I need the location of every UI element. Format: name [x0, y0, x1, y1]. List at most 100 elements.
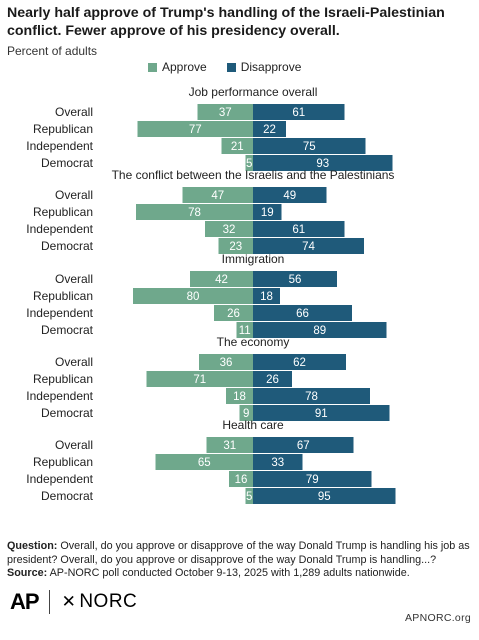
bar-disapprove [253, 471, 372, 487]
group-title: The economy [217, 335, 290, 349]
legend-label-approve: Approve [162, 60, 207, 74]
row-label: Independent [26, 306, 93, 320]
bar-approve [245, 155, 253, 171]
bar-disapprove [253, 121, 286, 137]
value-label-disapprove: 89 [313, 325, 326, 337]
value-label-disapprove: 67 [297, 440, 310, 452]
norc-logo: ✕ NORC [62, 591, 138, 613]
value-label-disapprove: 75 [303, 141, 316, 153]
row-label: Democrat [41, 406, 94, 420]
bar-approve [199, 354, 253, 370]
value-label-approve: 80 [187, 291, 200, 303]
value-label-approve: 77 [189, 124, 202, 136]
row-label: Independent [26, 472, 93, 486]
value-label-disapprove: 66 [296, 308, 309, 320]
bar-approve [137, 121, 253, 137]
bar-approve [146, 371, 253, 387]
row-label: Overall [55, 188, 93, 202]
row-label: Independent [26, 389, 93, 403]
site-url: APNORC.org [404, 612, 471, 624]
question-label: Question: [7, 540, 58, 552]
value-label-disapprove: 61 [292, 224, 305, 236]
row-label: Republican [33, 455, 93, 469]
bar-disapprove [253, 454, 303, 470]
bar-approve [245, 488, 253, 504]
legend: Approve Disapprove [148, 60, 321, 74]
value-label-disapprove: 91 [315, 408, 328, 420]
bar-approve [229, 471, 253, 487]
value-label-disapprove: 22 [263, 124, 276, 136]
value-label-approve: 5 [246, 158, 252, 170]
value-label-approve: 37 [219, 107, 232, 119]
row-label: Democrat [41, 489, 94, 503]
bar-disapprove [253, 204, 282, 220]
bar-disapprove [253, 238, 364, 254]
bar-approve [136, 204, 253, 220]
row-label: Democrat [41, 239, 94, 253]
value-label-disapprove: 18 [260, 291, 273, 303]
bar-disapprove [253, 271, 337, 287]
ap-logo: AP [10, 589, 40, 614]
bar-disapprove [253, 221, 345, 237]
value-label-approve: 36 [220, 357, 233, 369]
row-label: Independent [26, 139, 93, 153]
value-label-disapprove: 62 [293, 357, 306, 369]
value-label-approve: 32 [223, 224, 236, 236]
value-label-disapprove: 61 [292, 107, 305, 119]
row-label: Democrat [41, 323, 94, 337]
chart-title: Nearly half approve of Trump's handling … [7, 5, 445, 39]
bar-disapprove [253, 488, 396, 504]
bar-approve [236, 322, 253, 338]
question-text: Overall, do you approve or disapprove of… [7, 540, 470, 566]
row-label: Republican [33, 122, 93, 136]
legend-label-disapprove: Disapprove [240, 60, 302, 74]
value-label-disapprove: 93 [316, 158, 329, 170]
row-label: Republican [33, 205, 93, 219]
value-label-approve: 11 [239, 325, 251, 337]
row-label: Overall [55, 438, 93, 452]
legend-item-disapprove: Disapprove [226, 60, 302, 74]
value-label-approve: 65 [198, 457, 211, 469]
row-label: Overall [55, 355, 93, 369]
group-title: The conflict between the Israelis and th… [112, 168, 395, 182]
norc-logo-text: NORC [79, 591, 138, 612]
value-label-approve: 47 [211, 190, 224, 202]
bar-disapprove [253, 155, 393, 171]
value-label-disapprove: 26 [266, 374, 279, 386]
value-label-approve: 9 [243, 408, 249, 420]
value-label-disapprove: 56 [289, 274, 302, 286]
value-label-approve: 16 [235, 474, 248, 486]
row-label: Overall [55, 105, 93, 119]
value-label-approve: 26 [227, 308, 240, 320]
row-label: Democrat [41, 156, 94, 170]
bar-disapprove [253, 405, 390, 421]
source-label: Source: [7, 567, 48, 579]
row-label: Independent [26, 222, 93, 236]
value-label-disapprove: 95 [318, 491, 331, 503]
bar-approve [182, 187, 253, 203]
value-label-approve: 18 [233, 391, 246, 403]
bar-approve [197, 104, 253, 120]
legend-item-approve: Approve [148, 60, 207, 74]
value-label-approve: 78 [188, 207, 201, 219]
group-title: Job performance overall [189, 85, 318, 99]
bar-disapprove [253, 104, 345, 120]
value-label-disapprove: 78 [305, 391, 318, 403]
bar-disapprove [253, 138, 366, 154]
value-label-disapprove: 79 [306, 474, 319, 486]
value-label-approve: 23 [229, 241, 242, 253]
value-label-disapprove: 19 [261, 207, 274, 219]
bar-approve [155, 454, 253, 470]
bar-disapprove [253, 388, 370, 404]
footer-note: Question: Overall, do you approve or dis… [7, 540, 473, 581]
bar-approve [190, 271, 253, 287]
value-label-approve: 71 [193, 374, 206, 386]
row-label: Republican [33, 372, 93, 386]
norc-star-icon: ✕ [61, 592, 77, 611]
group-title: Immigration [222, 252, 285, 266]
bar-approve [214, 305, 253, 321]
value-label-approve: 21 [231, 141, 244, 153]
bar-disapprove [253, 354, 346, 370]
bar-approve [218, 238, 253, 254]
bar-disapprove [253, 437, 354, 453]
